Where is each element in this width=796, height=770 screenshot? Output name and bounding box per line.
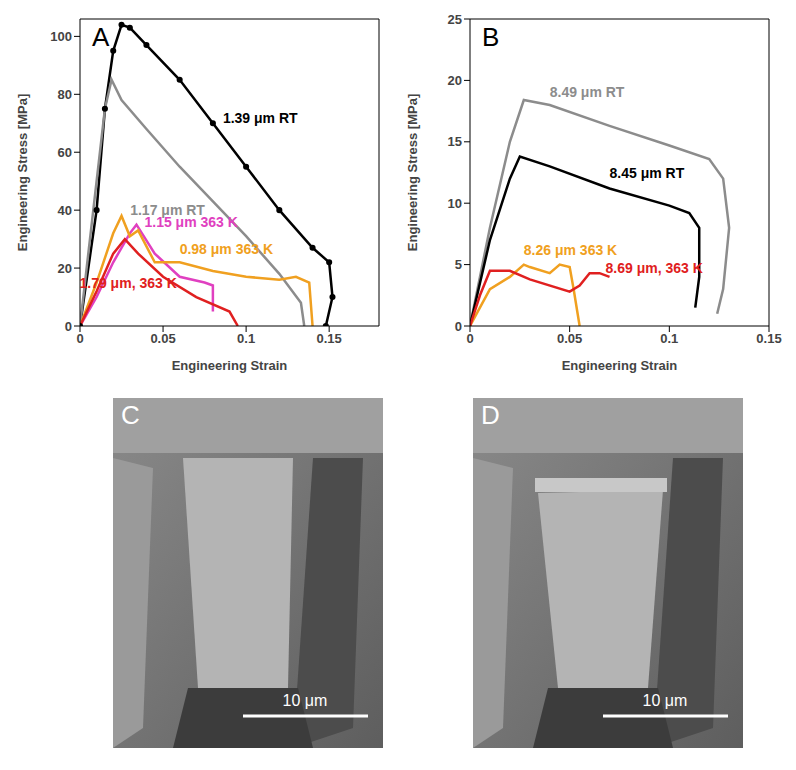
html-text:B: B	[482, 22, 500, 52]
svg-text:20: 20	[448, 73, 462, 88]
svg-text:1.39 μm RT: 1.39 μm RT	[223, 110, 298, 126]
svg-text:10 μm: 10 μm	[643, 692, 688, 709]
svg-text:5: 5	[455, 257, 462, 272]
svg-text:0.1: 0.1	[660, 331, 678, 346]
svg-text:25: 25	[448, 12, 462, 27]
svg-text:10: 10	[448, 196, 462, 211]
svg-text:0.05: 0.05	[557, 331, 582, 346]
svg-text:8.45 μm RT: 8.45 μm RT	[610, 165, 685, 181]
svg-text:80: 80	[58, 87, 72, 102]
svg-text:20: 20	[58, 261, 72, 276]
svg-text:Engineering Stress [MPa]: Engineering Stress [MPa]	[405, 94, 420, 251]
svg-text:Engineering Strain: Engineering Strain	[172, 358, 288, 373]
svg-text:C: C	[121, 400, 140, 430]
html-text:A: A	[92, 22, 110, 52]
svg-text:10 μm: 10 μm	[283, 692, 328, 709]
svg-text:8.69 μm, 363 K: 8.69 μm, 363 K	[606, 260, 703, 276]
svg-text:40: 40	[58, 203, 72, 218]
svg-text:0: 0	[455, 319, 462, 334]
svg-text:60: 60	[58, 145, 72, 160]
svg-text:15: 15	[448, 134, 462, 149]
svg-text:1.15 μm 363 K: 1.15 μm 363 K	[144, 214, 237, 230]
svg-text:0: 0	[76, 331, 83, 346]
svg-text:0.98 μm 363 K: 0.98 μm 363 K	[180, 241, 273, 257]
svg-text:Engineering Strain: Engineering Strain	[562, 358, 678, 373]
svg-text:0: 0	[65, 319, 72, 334]
svg-text:D: D	[481, 400, 500, 430]
svg-text:Engineering Stress [MPa]: Engineering Stress [MPa]	[15, 94, 30, 251]
svg-text:1.17 μm RT: 1.17 μm RT	[130, 202, 205, 219]
svg-text:0.15: 0.15	[317, 331, 342, 346]
svg-text:0: 0	[466, 331, 473, 346]
svg-text:8.26 μm 363 K: 8.26 μm 363 K	[524, 242, 617, 258]
svg-text:0.05: 0.05	[150, 331, 175, 346]
svg-text:1.79 μm, 363 K: 1.79 μm, 363 K	[79, 275, 176, 291]
svg-text:0.15: 0.15	[756, 331, 781, 346]
svg-text:8.49 μm RT: 8.49 μm RT	[550, 84, 625, 100]
svg-text:0.1: 0.1	[237, 331, 255, 346]
svg-text:100: 100	[50, 29, 72, 44]
